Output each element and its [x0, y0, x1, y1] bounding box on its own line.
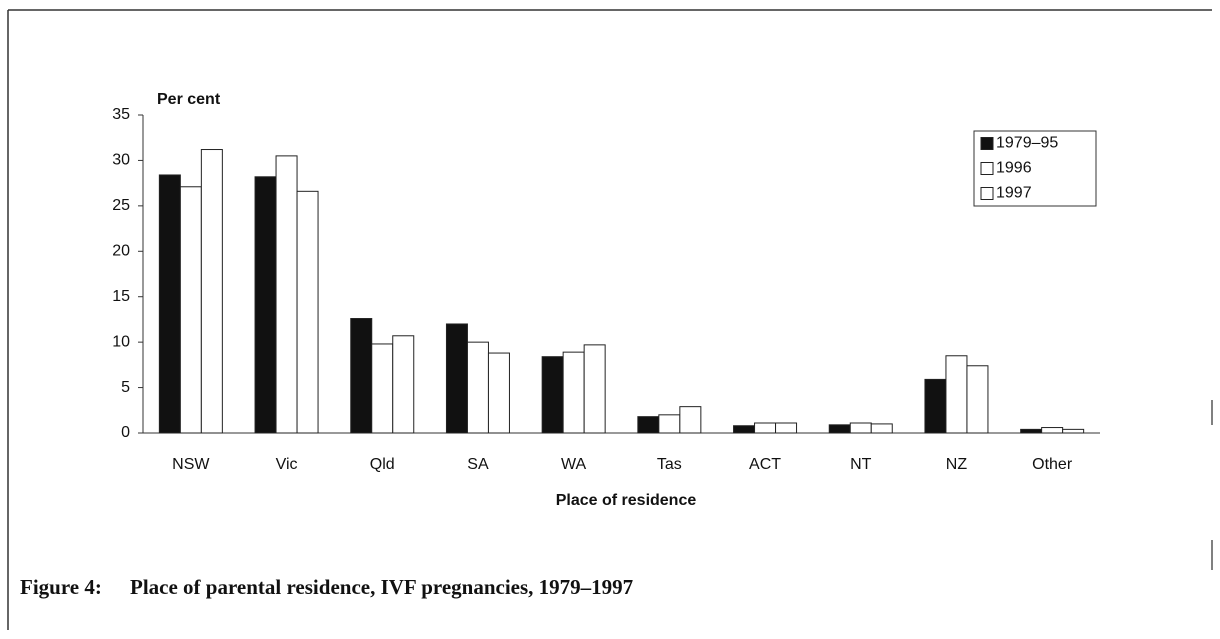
- bar: [371, 343, 394, 434]
- y-tick-label: 10: [112, 333, 130, 350]
- bar: [179, 186, 202, 434]
- legend-swatch: [980, 187, 994, 200]
- legend-label: 1979–95: [996, 135, 1058, 152]
- bar: [200, 149, 223, 434]
- x-tick-label: Vic: [276, 456, 298, 473]
- bar: [158, 174, 181, 434]
- x-tick-label: NZ: [946, 456, 968, 473]
- x-tick-label: WA: [561, 456, 587, 473]
- figure-label: Figure 4:: [20, 575, 102, 599]
- bar: [275, 155, 298, 434]
- bar: [849, 422, 872, 434]
- bar: [775, 422, 798, 434]
- legend-label: 1997: [996, 185, 1032, 202]
- bar: [445, 323, 468, 434]
- bar: [296, 190, 319, 434]
- bar: [487, 352, 510, 434]
- bar: [466, 341, 489, 434]
- y-axis-label: Per cent: [157, 91, 221, 108]
- bar: [828, 424, 851, 434]
- bar: [754, 422, 777, 434]
- x-tick-label: NT: [850, 456, 872, 473]
- bar: [350, 318, 373, 434]
- y-tick-label: 35: [112, 106, 130, 123]
- x-tick-label: Tas: [657, 456, 682, 473]
- legend-label: 1996: [996, 160, 1032, 177]
- bar: [637, 416, 660, 434]
- y-tick-label: 25: [112, 197, 130, 214]
- bar: [1020, 428, 1043, 434]
- x-tick-label: Other: [1032, 456, 1073, 473]
- bar: [583, 344, 606, 434]
- y-tick-label: 0: [121, 424, 130, 441]
- bar: [870, 423, 893, 434]
- legend-swatch: [980, 137, 994, 150]
- y-tick-label: 5: [121, 379, 130, 396]
- x-tick-label: NSW: [172, 456, 210, 473]
- x-tick-label: Qld: [370, 456, 395, 473]
- x-tick-label: SA: [467, 456, 489, 473]
- x-axis-label: Place of residence: [556, 492, 697, 509]
- bar: [924, 378, 947, 434]
- bar: [945, 355, 968, 434]
- chart-title: Place of parental residence, IVF pregnan…: [130, 575, 633, 599]
- legend-swatch: [980, 162, 994, 175]
- bar: [679, 406, 702, 434]
- bar: [966, 365, 989, 434]
- bar: [562, 351, 585, 434]
- bar: [658, 414, 681, 434]
- x-tick-label: ACT: [749, 456, 781, 473]
- bar: [733, 425, 756, 434]
- bar: [254, 176, 277, 434]
- bar: [1062, 428, 1085, 434]
- y-tick-label: 15: [112, 288, 130, 305]
- bar: [1041, 427, 1064, 434]
- bar: [392, 335, 415, 434]
- y-tick-label: 30: [112, 152, 130, 169]
- y-tick-label: 20: [112, 243, 130, 260]
- legend-box: [973, 130, 1097, 207]
- bar: [541, 356, 564, 434]
